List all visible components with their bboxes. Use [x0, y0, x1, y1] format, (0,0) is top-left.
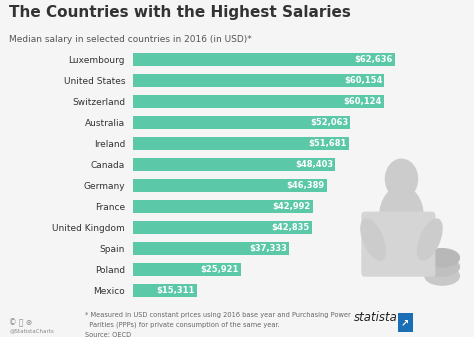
Bar	[133, 201, 312, 213]
Bar	[133, 117, 350, 129]
Text: $51,681: $51,681	[309, 139, 347, 148]
Bar	[133, 74, 384, 87]
Bar	[133, 158, 335, 171]
Text: statista: statista	[354, 310, 398, 324]
Ellipse shape	[361, 219, 385, 260]
Text: $46,389: $46,389	[286, 181, 325, 190]
Ellipse shape	[418, 219, 442, 260]
Text: ↗: ↗	[401, 318, 409, 329]
Bar	[133, 284, 197, 297]
Text: $25,921: $25,921	[201, 265, 239, 274]
Bar	[133, 242, 289, 255]
Text: * Measured in USD constant prices using 2016 base year and Purchasing Power: * Measured in USD constant prices using …	[85, 312, 351, 318]
Text: $48,403: $48,403	[295, 160, 333, 169]
Text: $60,154: $60,154	[344, 76, 382, 85]
Bar	[133, 54, 395, 66]
FancyBboxPatch shape	[362, 212, 435, 276]
Bar	[133, 179, 327, 192]
Ellipse shape	[425, 258, 459, 276]
Text: Source: OECD: Source: OECD	[85, 332, 131, 337]
Text: The Countries with the Highest Salaries: The Countries with the Highest Salaries	[9, 5, 351, 20]
Bar	[133, 137, 349, 150]
Text: Parities (PPPs) for private consumption of the same year.: Parities (PPPs) for private consumption …	[85, 322, 280, 328]
Text: $15,311: $15,311	[156, 286, 195, 295]
Text: @StatistaCharts: @StatistaCharts	[9, 329, 54, 334]
Bar	[133, 264, 241, 276]
Ellipse shape	[425, 249, 459, 267]
Text: Median salary in selected countries in 2016 (in USD)*: Median salary in selected countries in 2…	[9, 35, 252, 44]
Ellipse shape	[380, 186, 423, 244]
Text: $42,835: $42,835	[272, 223, 310, 232]
Bar	[133, 95, 384, 108]
Text: $60,124: $60,124	[344, 97, 382, 106]
Text: $62,636: $62,636	[354, 55, 392, 64]
Text: © ⓘ ⊛: © ⓘ ⊛	[9, 318, 33, 328]
Bar	[133, 221, 312, 234]
Text: $37,333: $37,333	[249, 244, 287, 253]
Text: $42,992: $42,992	[272, 202, 310, 211]
Circle shape	[385, 159, 418, 198]
Text: $52,063: $52,063	[310, 118, 348, 127]
Ellipse shape	[425, 267, 459, 285]
